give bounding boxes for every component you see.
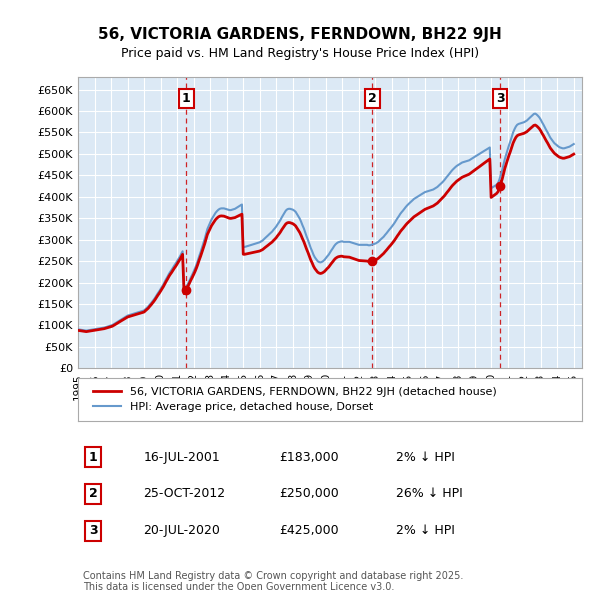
Text: £250,000: £250,000 [280,487,340,500]
Text: 2% ↓ HPI: 2% ↓ HPI [395,451,454,464]
Text: 1: 1 [89,451,97,464]
Text: 2% ↓ HPI: 2% ↓ HPI [395,525,454,537]
Text: Price paid vs. HM Land Registry's House Price Index (HPI): Price paid vs. HM Land Registry's House … [121,47,479,60]
Text: 20-JUL-2020: 20-JUL-2020 [143,525,220,537]
Text: 26% ↓ HPI: 26% ↓ HPI [395,487,462,500]
Text: 3: 3 [89,525,97,537]
Text: 2: 2 [368,92,377,105]
Text: 16-JUL-2001: 16-JUL-2001 [143,451,220,464]
Text: £183,000: £183,000 [280,451,339,464]
Text: Contains HM Land Registry data © Crown copyright and database right 2025.
This d: Contains HM Land Registry data © Crown c… [83,571,463,590]
Text: 1: 1 [182,92,190,105]
Text: £425,000: £425,000 [280,525,339,537]
Text: 3: 3 [496,92,505,105]
Text: 2: 2 [89,487,97,500]
Legend: 56, VICTORIA GARDENS, FERNDOWN, BH22 9JH (detached house), HPI: Average price, d: 56, VICTORIA GARDENS, FERNDOWN, BH22 9JH… [89,383,501,416]
Text: 56, VICTORIA GARDENS, FERNDOWN, BH22 9JH: 56, VICTORIA GARDENS, FERNDOWN, BH22 9JH [98,27,502,41]
Text: 25-OCT-2012: 25-OCT-2012 [143,487,226,500]
